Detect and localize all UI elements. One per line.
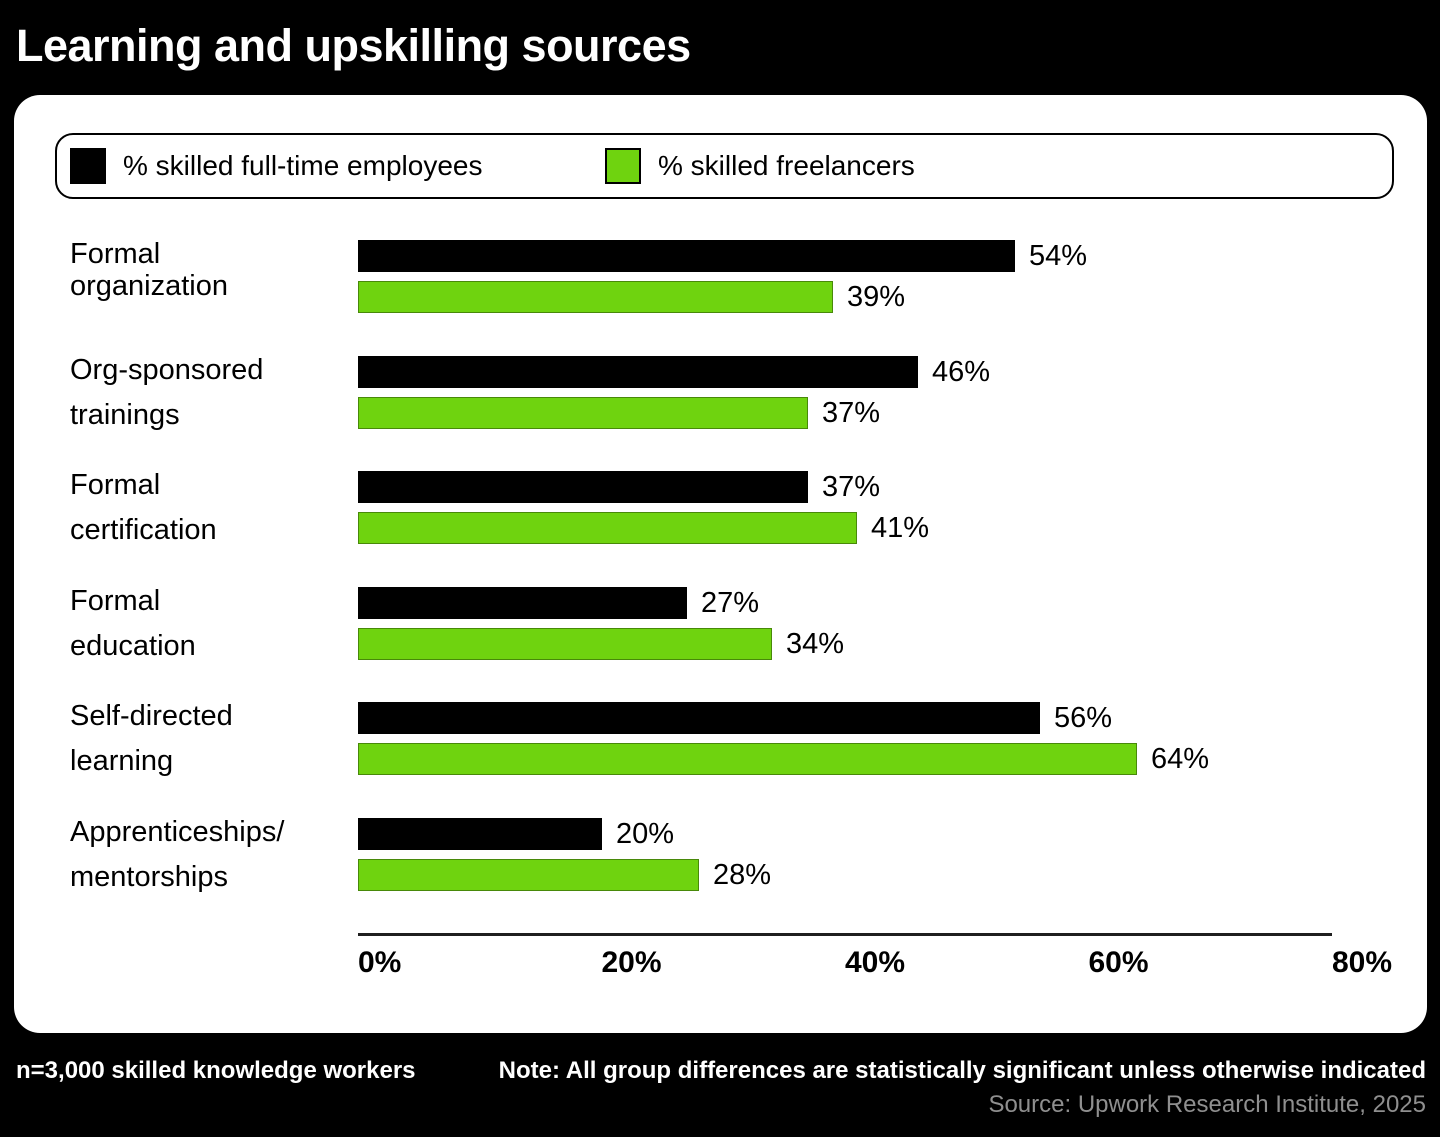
legend-item-freelancers: % skilled freelancers [605, 135, 915, 197]
footer-source: Source: Upwork Research Institute, 2025 [988, 1091, 1426, 1118]
value-label: 54% [1029, 239, 1088, 272]
chart-card: % skilled full-time employees % skilled … [14, 95, 1427, 1033]
value-label: 27% [701, 586, 760, 619]
category-label: learning [70, 745, 174, 777]
value-label: 46% [932, 355, 991, 388]
employees-swatch-icon [70, 148, 106, 184]
category-label: Formal [70, 585, 161, 617]
bar-freelancers [358, 397, 808, 429]
legend-label-employees: % skilled full-time employees [123, 150, 483, 181]
legend-item-employees: % skilled full-time employees [70, 135, 482, 197]
bar-employees [358, 471, 808, 503]
value-label: 39% [847, 280, 906, 313]
category-label: mentorships [70, 861, 228, 893]
category-label: education [70, 630, 196, 662]
footer-sample-size: n=3,000 skilled knowledge workers [16, 1057, 416, 1084]
bar-freelancers [358, 512, 857, 544]
bar-employees [358, 356, 918, 388]
bar-freelancers [358, 628, 772, 660]
value-label: 41% [871, 511, 930, 544]
legend-label-freelancers: % skilled freelancers [658, 150, 915, 181]
category-label: Formal [70, 469, 161, 501]
bar-employees [358, 818, 602, 850]
value-label: 28% [713, 858, 772, 891]
bar-employees [358, 587, 687, 619]
bar-freelancers [358, 743, 1137, 775]
bar-employees [358, 702, 1040, 734]
category-label: organization [70, 270, 228, 302]
x-axis-line [358, 933, 1332, 936]
x-tick-label: 20% [601, 946, 662, 979]
category-label: trainings [70, 399, 180, 431]
plot-area: Formal organization 54% 39% Org-sponsored tra… [14, 95, 1427, 1033]
value-label: 34% [786, 627, 845, 660]
bar-freelancers [358, 281, 833, 313]
x-tick-label: 60% [1088, 946, 1149, 979]
bar-freelancers [358, 859, 699, 891]
freelancers-swatch-icon [605, 148, 641, 184]
value-label: 64% [1151, 742, 1210, 775]
value-label: 56% [1054, 701, 1113, 734]
category-label: Formal [70, 238, 161, 270]
legend: % skilled full-time employees % skilled … [55, 133, 1394, 199]
x-tick-label: 0% [358, 946, 402, 979]
value-label: 37% [822, 396, 881, 429]
page-title: Learning and upskilling sources [16, 20, 691, 71]
x-tick-label: 40% [845, 946, 906, 979]
x-tick-label: 80% [1332, 946, 1393, 979]
bar-employees [358, 240, 1015, 272]
category-label: certification [70, 514, 217, 546]
category-label: Apprenticeships/ [70, 816, 285, 848]
category-label: Self-directed [70, 700, 233, 732]
value-label: 37% [822, 470, 881, 503]
category-label: Org-sponsored [70, 354, 264, 386]
value-label: 20% [616, 817, 675, 850]
footer-note: Note: All group differences are statisti… [498, 1057, 1426, 1084]
